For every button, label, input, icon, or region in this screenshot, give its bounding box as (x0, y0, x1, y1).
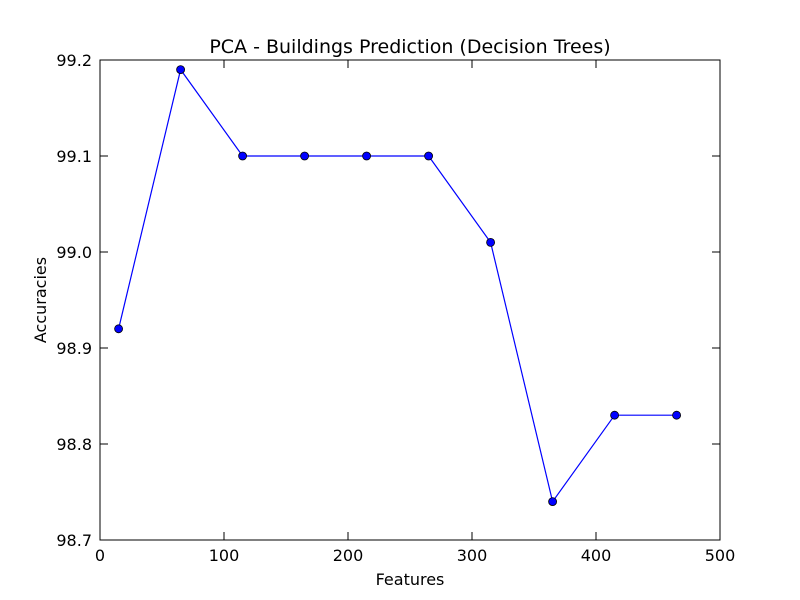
data-point (114, 324, 123, 334)
data-point (300, 151, 310, 161)
y-tick-label: 99.2 (56, 51, 92, 70)
x-tick-label: 500 (705, 546, 736, 565)
y-axis-label: Accuracies (31, 257, 50, 343)
y-tick-label: 99.1 (56, 147, 92, 166)
x-axis-label: Features (376, 570, 445, 589)
y-tick-label: 98.8 (56, 435, 92, 454)
x-tick-label: 300 (457, 546, 488, 565)
data-point (176, 65, 186, 74)
series-line (118, 68, 677, 504)
data-point (610, 410, 619, 420)
y-tick-label: 98.7 (56, 531, 92, 550)
plot-area-frame (99, 59, 721, 541)
data-point (672, 410, 681, 420)
x-tick-label: 400 (581, 546, 612, 565)
data-point (362, 151, 372, 161)
data-point (238, 151, 248, 161)
y-tick-label: 98.9 (56, 339, 92, 358)
data-point (486, 237, 496, 247)
series-layer (114, 65, 681, 507)
data-point (424, 151, 434, 161)
x-tick-label: 100 (209, 546, 240, 565)
tick-layer: 0 100 200 300 400 500 98.7 98.8 98.9 99.0 99.1 99.2 (56, 51, 735, 565)
y-tick-label: 99.0 (56, 243, 92, 262)
chart-title: PCA - Buildings Prediction (Decision Tre… (209, 36, 610, 58)
x-tick-label: 0 (95, 546, 105, 565)
x-tick-label: 200 (333, 546, 364, 565)
data-point (548, 497, 557, 507)
